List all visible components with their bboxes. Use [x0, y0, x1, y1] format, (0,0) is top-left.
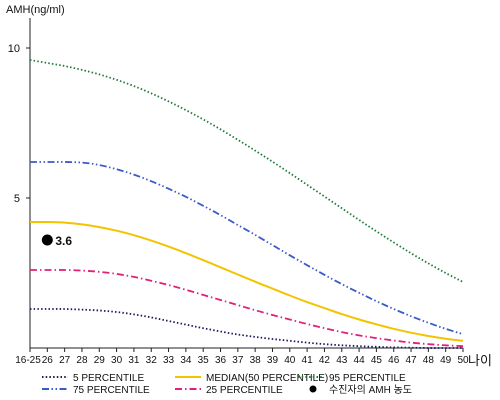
- legend-point-marker: [309, 385, 317, 393]
- legend-point-label: 수진자의 AMH 농도: [329, 384, 412, 396]
- x-axis-label: 나이: [468, 353, 492, 368]
- x-tick-label: 42: [319, 355, 331, 366]
- x-tick-label: 30: [111, 355, 123, 366]
- y-axis-label: AMH(ng/ml): [6, 4, 65, 16]
- x-tick-label: 16-25: [15, 355, 41, 366]
- x-tick-label: 45: [371, 355, 383, 366]
- legend-label-2: MEDIAN(50 PERCENTILE): [206, 373, 328, 384]
- legend: 5 PERCENTILE MEDIAN(50 PERCENTILE) 95 PERC…: [42, 373, 412, 396]
- patient-amh-value-label: 3.6: [55, 234, 72, 248]
- x-tick-label: 47: [405, 355, 417, 366]
- legend-label-3: 75 PERCENTILE: [73, 385, 150, 396]
- x-tick-label: 46: [388, 355, 400, 366]
- series-line-0: [30, 308, 463, 349]
- x-tick-label: 27: [59, 355, 71, 366]
- x-tick-label: 50: [457, 355, 469, 366]
- x-tick-label: 31: [128, 355, 140, 366]
- x-tick-label: 38: [250, 355, 262, 366]
- x-tick-label: 28: [76, 355, 88, 366]
- series-line-1: [30, 269, 464, 348]
- x-tick-label: 43: [336, 355, 348, 366]
- legend-label-4: 95 PERCENTILE: [329, 373, 406, 384]
- x-tick-label: 44: [354, 355, 366, 366]
- x-tick-label: 48: [423, 355, 435, 366]
- legend-label-0: 5 PERCENTILE: [73, 373, 144, 384]
- legend-label-1: 25 PERCENTILE: [206, 385, 283, 396]
- y-tick-label: 10: [8, 43, 20, 55]
- x-tick-label: 39: [267, 355, 279, 366]
- x-tick-label: 34: [180, 355, 192, 366]
- y-tick-label: 5: [14, 193, 20, 205]
- x-tick-label: 49: [440, 355, 452, 366]
- x-tick-label: 26: [42, 355, 54, 366]
- x-tick-label: 35: [198, 355, 210, 366]
- axes: AMH(ng/ml) 5 10 16-25 26 27 28 29 30 31 32 33 34 35 36…: [6, 4, 492, 368]
- x-tick-label: 40: [284, 355, 296, 366]
- x-tick-label: 41: [302, 355, 314, 366]
- x-tick-label: 29: [94, 355, 106, 366]
- point-layer: 3.6: [41, 234, 72, 248]
- x-tick-label: 37: [232, 355, 244, 366]
- patient-amh-point: [41, 234, 53, 246]
- x-tick-label: 33: [163, 355, 175, 366]
- series-layer: [29, 59, 464, 349]
- series-line-2: [29, 220, 464, 342]
- x-tick-label: 36: [215, 355, 227, 366]
- x-tick-label: 32: [146, 355, 158, 366]
- series-line-4: [29, 59, 464, 283]
- series-line-3: [30, 161, 464, 336]
